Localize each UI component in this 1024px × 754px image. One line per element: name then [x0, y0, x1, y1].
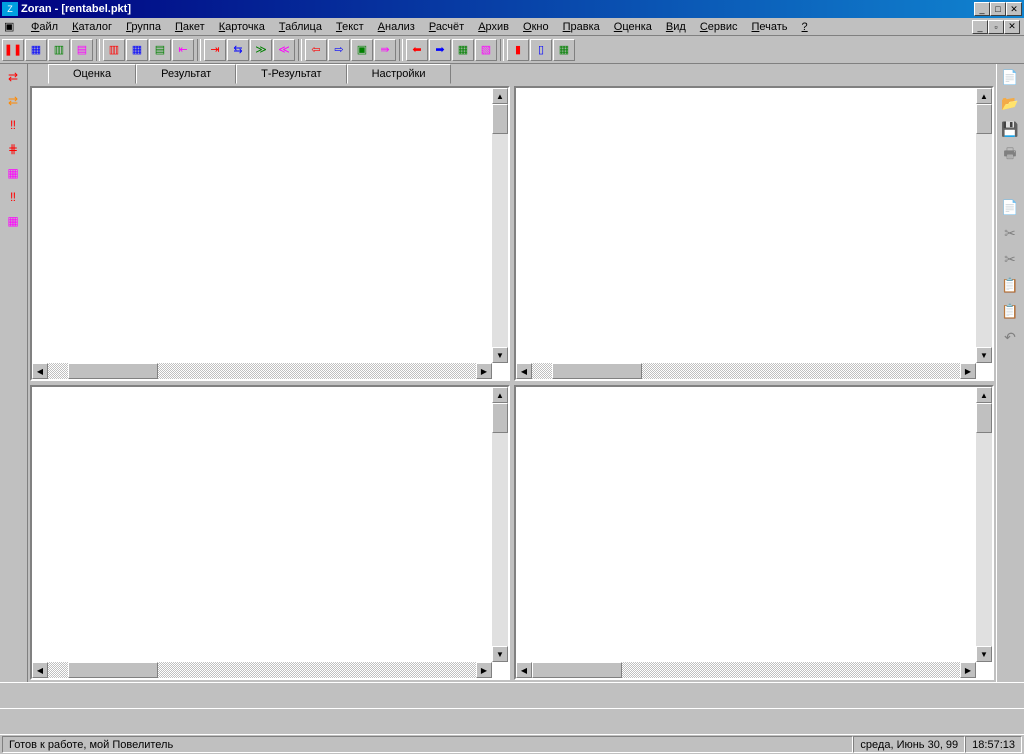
right-tool-9[interactable]: 📋 [999, 300, 1021, 322]
minimize-button[interactable]: _ [974, 2, 990, 16]
mdi-close-button[interactable]: ✕ [1004, 20, 1020, 34]
scrollbar-v[interactable]: ▲▼ [976, 88, 992, 363]
pane-top-right: ▲▼ ◀▶ [514, 86, 994, 381]
app-icon: Z [2, 2, 18, 16]
left-toolbar: ⇄⇄‼⋕▦‼▦ [0, 64, 28, 682]
tab-Настройки[interactable]: Настройки [347, 64, 451, 84]
menu-Группа[interactable]: Группа [119, 19, 168, 35]
menu-Пакет[interactable]: Пакет [168, 19, 212, 35]
toolbar-btn-3[interactable]: ▤ [71, 39, 93, 61]
status-date: среда, Июнь 30, 99 [853, 736, 965, 753]
scrollbar-v[interactable]: ▲▼ [492, 88, 508, 363]
menu-Правка[interactable]: Правка [556, 19, 607, 35]
menu-Печать[interactable]: Печать [745, 19, 795, 35]
right-tool-8[interactable]: 📋 [999, 274, 1021, 296]
toolbar-btn-17[interactable]: ➡ [429, 39, 451, 61]
pane-bottom-left: ▲▼ ◀▶ [30, 385, 510, 680]
menu-Архив[interactable]: Архив [471, 19, 516, 35]
toolbar-top: ❚❚▦▥▤▥▦▤⇤⇥⇆≫≪⇦⇨▣⇛⬅➡▦▧▮▯▦ [0, 36, 1024, 64]
menu-Текст[interactable]: Текст [329, 19, 371, 35]
right-tool-10[interactable]: ↶ [999, 326, 1021, 348]
left-tool-6[interactable]: ▦ [2, 210, 24, 232]
toolbar-btn-19[interactable]: ▧ [475, 39, 497, 61]
toolbar-btn-14[interactable]: ▣ [351, 39, 373, 61]
menu-Окно[interactable]: Окно [516, 19, 556, 35]
toolbar-btn-18[interactable]: ▦ [452, 39, 474, 61]
toolbar-btn-15[interactable]: ⇛ [374, 39, 396, 61]
menu-Сервис[interactable]: Сервис [693, 19, 745, 35]
window-title: Zoran - [rentabel.pkt] [21, 3, 974, 15]
toolbar-btn-10[interactable]: ≫ [250, 39, 272, 61]
tab-Результат[interactable]: Результат [136, 64, 236, 84]
tab-Оценка[interactable]: Оценка [48, 64, 136, 84]
menu-Оценка[interactable]: Оценка [607, 19, 659, 35]
titlebar: Z Zoran - [rentabel.pkt] _ □ ✕ [0, 0, 1024, 18]
left-tool-1[interactable]: ⇄ [2, 90, 24, 112]
right-toolbar: 📄 📂 💾 🖶 📄 ✂ ✂ 📋 📋 ↶ [996, 64, 1024, 682]
toolbar-btn-8[interactable]: ⇥ [204, 39, 226, 61]
menu-Расчёт[interactable]: Расчёт [422, 19, 471, 35]
right-tool-5[interactable]: 📄 [999, 196, 1021, 218]
status-ready: Готов к работе, мой Повелитель [2, 736, 853, 753]
toolbar-btn-6[interactable]: ▤ [149, 39, 171, 61]
toolbar-btn-5[interactable]: ▦ [126, 39, 148, 61]
left-tool-4[interactable]: ▦ [2, 162, 24, 184]
toolbar-btn-4[interactable]: ▥ [103, 39, 125, 61]
statusbar: Готов к работе, мой Повелитель среда, Ию… [0, 734, 1024, 754]
pane-bottom-right: ▲▼ ◀▶ [514, 385, 994, 680]
toolbar-btn-13[interactable]: ⇨ [328, 39, 350, 61]
toolbar-btn-12[interactable]: ⇦ [305, 39, 327, 61]
left-tool-3[interactable]: ⋕ [2, 138, 24, 160]
scrollbar-h[interactable]: ◀▶ [32, 662, 492, 678]
right-tool-6[interactable]: ✂ [999, 222, 1021, 244]
right-tool-0[interactable]: 📄 [999, 66, 1021, 88]
menu-Вид[interactable]: Вид [659, 19, 693, 35]
toolbar-btn-22[interactable]: ▦ [553, 39, 575, 61]
toolbar-btn-9[interactable]: ⇆ [227, 39, 249, 61]
maximize-button[interactable]: □ [990, 2, 1006, 16]
toolbar-btn-1[interactable]: ▦ [25, 39, 47, 61]
left-tool-5[interactable]: ‼ [2, 186, 24, 208]
scrollbar-v[interactable]: ▲▼ [976, 387, 992, 662]
toolbar-btn-21[interactable]: ▯ [530, 39, 552, 61]
doc-icon: ▣ [4, 20, 18, 34]
toolbar-btn-16[interactable]: ⬅ [406, 39, 428, 61]
left-tool-0[interactable]: ⇄ [2, 66, 24, 88]
pane-top-left: ▲▼ ◀▶ [30, 86, 510, 381]
right-tool-4[interactable] [999, 170, 1021, 192]
mdi-minimize-button[interactable]: _ [972, 20, 988, 34]
menu-Таблица[interactable]: Таблица [272, 19, 329, 35]
right-tool-1[interactable]: 📂 [999, 92, 1021, 114]
tab-Т-Результат[interactable]: Т-Результат [236, 64, 346, 84]
scrollbar-v[interactable]: ▲▼ [492, 387, 508, 662]
menu-Каталог[interactable]: Каталог [65, 19, 119, 35]
menu-Карточка[interactable]: Карточка [212, 19, 272, 35]
tabstrip: ОценкаРезультатТ-РезультатНастройки [28, 64, 996, 84]
menu-Файл[interactable]: Файл [24, 19, 65, 35]
toolbar-btn-20[interactable]: ▮ [507, 39, 529, 61]
close-button[interactable]: ✕ [1006, 2, 1022, 16]
menubar: ▣ ФайлКаталогГруппаПакетКарточкаТаблицаТ… [0, 18, 1024, 36]
mdi-restore-button[interactable]: ▫ [988, 20, 1004, 34]
menu-?[interactable]: ? [795, 19, 815, 35]
right-tool-7[interactable]: ✂ [999, 248, 1021, 270]
toolbar-btn-7[interactable]: ⇤ [172, 39, 194, 61]
toolbar-btn-0[interactable]: ❚❚ [2, 39, 24, 61]
scrollbar-h[interactable]: ◀▶ [32, 363, 492, 379]
menu-Анализ[interactable]: Анализ [371, 19, 422, 35]
right-tool-3[interactable]: 🖶 [999, 144, 1021, 166]
scrollbar-h[interactable]: ◀▶ [516, 363, 976, 379]
status-time: 18:57:13 [965, 736, 1022, 753]
toolbar-btn-2[interactable]: ▥ [48, 39, 70, 61]
right-tool-2[interactable]: 💾 [999, 118, 1021, 140]
toolbar-btn-11[interactable]: ≪ [273, 39, 295, 61]
left-tool-2[interactable]: ‼ [2, 114, 24, 136]
bottom-toolbars [0, 682, 1024, 734]
scrollbar-h[interactable]: ◀▶ [516, 662, 976, 678]
